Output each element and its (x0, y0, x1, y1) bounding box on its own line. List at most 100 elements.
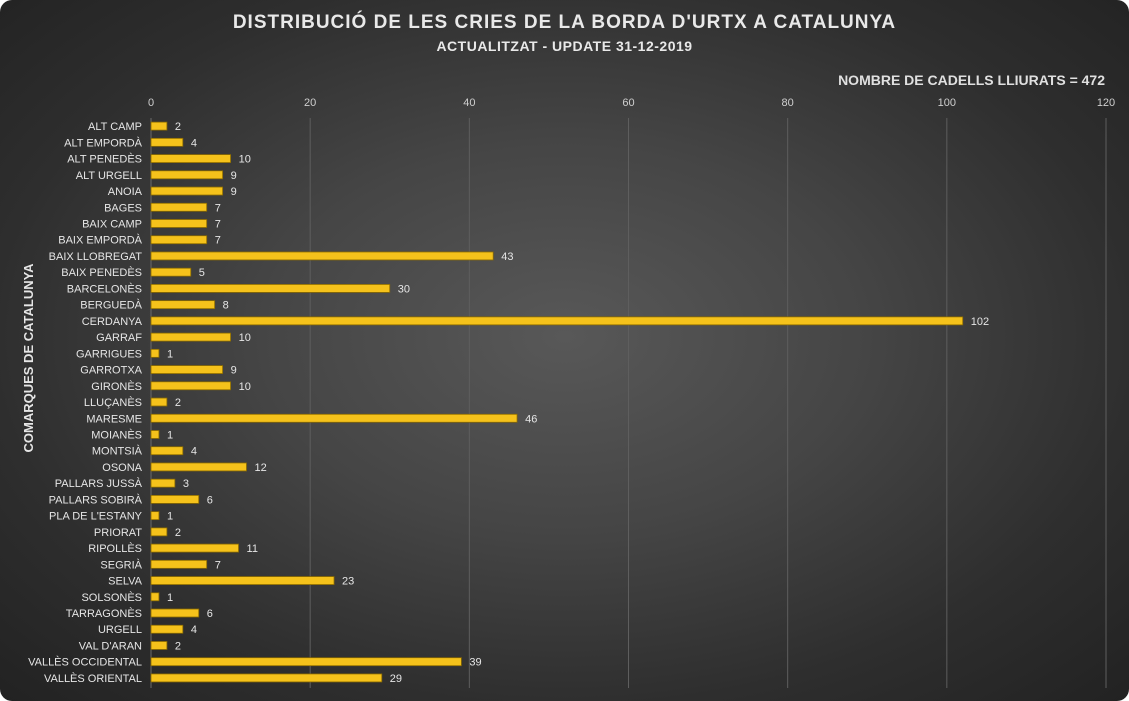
bar (150, 397, 168, 407)
bar (150, 284, 391, 293)
chart-title: DISTRIBUCIÓ DE LES CRIES DE LA BORDA D'U… (232, 12, 897, 33)
bar (150, 332, 231, 342)
category-label: ALT URGELL (76, 170, 142, 182)
data-label: 7 (215, 559, 221, 571)
data-label: 1 (167, 511, 173, 523)
data-label: 10 (239, 381, 251, 393)
x-tick-label: 80 (782, 97, 794, 109)
data-label: 43 (501, 251, 513, 263)
category-label: TARRAGONÈS (66, 607, 142, 620)
data-label: 23 (342, 576, 354, 588)
data-label: 4 (191, 624, 197, 636)
x-tick-label: 100 (938, 97, 956, 109)
category-label: GARROTXA (80, 365, 142, 377)
category-label: ALT CAMP (88, 121, 142, 133)
bar (150, 413, 518, 423)
bar (150, 624, 184, 634)
category-label: BAGES (104, 202, 142, 214)
bar (150, 495, 200, 504)
category-label: ALT PENEDÈS (67, 153, 142, 166)
data-label: 2 (175, 640, 181, 652)
category-label: BAIX LLOBREGAT (49, 251, 143, 263)
category-label: GARRIGUES (76, 348, 142, 360)
bar (150, 673, 383, 683)
data-label: 1 (167, 348, 173, 360)
bar (150, 235, 208, 245)
bar (150, 154, 231, 163)
category-label: VALLÈS ORIENTAL (44, 672, 142, 685)
data-label: 3 (183, 478, 189, 490)
data-label: 7 (215, 202, 221, 214)
bar (150, 657, 462, 667)
category-label: CERDANYA (82, 316, 143, 328)
category-label: BERGUEDÀ (80, 299, 142, 312)
bar (150, 641, 168, 650)
data-label: 4 (191, 137, 197, 149)
category-label: BAIX PENEDÈS (61, 266, 142, 279)
category-label: SOLSONÈS (81, 591, 142, 604)
bar (150, 121, 168, 131)
data-label: 10 (239, 332, 251, 344)
data-label: 9 (231, 170, 237, 182)
data-label: 9 (231, 365, 237, 377)
data-label: 2 (175, 527, 181, 539)
bar (150, 219, 208, 228)
category-label: RIPOLLÈS (88, 542, 142, 555)
data-label: 12 (255, 462, 267, 474)
bar (150, 576, 335, 585)
category-label: PLA DE L'ESTANY (49, 511, 143, 523)
category-label: ALT EMPORDÀ (64, 136, 142, 149)
bar (150, 348, 160, 358)
category-label: SEGRIÀ (100, 558, 142, 571)
data-label: 1 (167, 429, 173, 441)
data-label: 39 (469, 657, 481, 669)
data-label: 1 (167, 592, 173, 604)
data-label: 11 (247, 543, 258, 555)
category-label: VALLÈS OCCIDENTAL (28, 656, 142, 669)
bar (150, 478, 176, 488)
total-note: NOMBRE DE CADELLS LLIURATS = 472 (838, 72, 1105, 88)
bar (150, 202, 208, 212)
category-label: PALLARS SOBIRÀ (49, 493, 143, 506)
category-label: VAL D'ARAN (79, 640, 142, 652)
bar (150, 511, 160, 521)
category-label: ANOIA (108, 186, 143, 198)
category-label: BAIX EMPORDÀ (58, 234, 142, 247)
category-label: MARESME (86, 413, 142, 425)
data-label: 10 (239, 154, 251, 166)
bar (150, 365, 224, 374)
x-tick-label: 0 (148, 97, 154, 109)
chart-subtitle: ACTUALITZAT - UPDATE 31-12-2019 (436, 38, 693, 54)
bar (150, 527, 168, 537)
bar (150, 251, 494, 261)
bar (150, 186, 224, 196)
category-label: MOIANÈS (91, 428, 142, 441)
data-label: 2 (175, 397, 181, 409)
data-label: 5 (199, 267, 205, 279)
bar (150, 592, 160, 602)
bar (150, 137, 184, 147)
bar (150, 446, 184, 456)
x-tick-label: 40 (463, 97, 475, 109)
category-label: GARRAF (96, 332, 142, 344)
data-label: 46 (525, 413, 537, 425)
x-tick-label: 120 (1097, 97, 1115, 109)
data-label: 6 (207, 494, 213, 506)
x-tick-label: 20 (304, 97, 316, 109)
bar (150, 462, 247, 472)
category-label: GIRONÈS (91, 380, 142, 393)
bar (150, 543, 239, 553)
category-label: SELVA (108, 576, 142, 588)
category-label: MONTSIÀ (92, 445, 143, 458)
data-label: 6 (207, 608, 213, 620)
x-tick-label: 60 (622, 97, 634, 109)
bar (150, 381, 231, 391)
data-label: 7 (215, 218, 221, 230)
data-label: 8 (223, 300, 229, 312)
bar (150, 608, 200, 618)
category-label: PALLARS JUSSÀ (55, 477, 143, 490)
data-label: 29 (390, 673, 402, 685)
data-label: 4 (191, 446, 197, 458)
